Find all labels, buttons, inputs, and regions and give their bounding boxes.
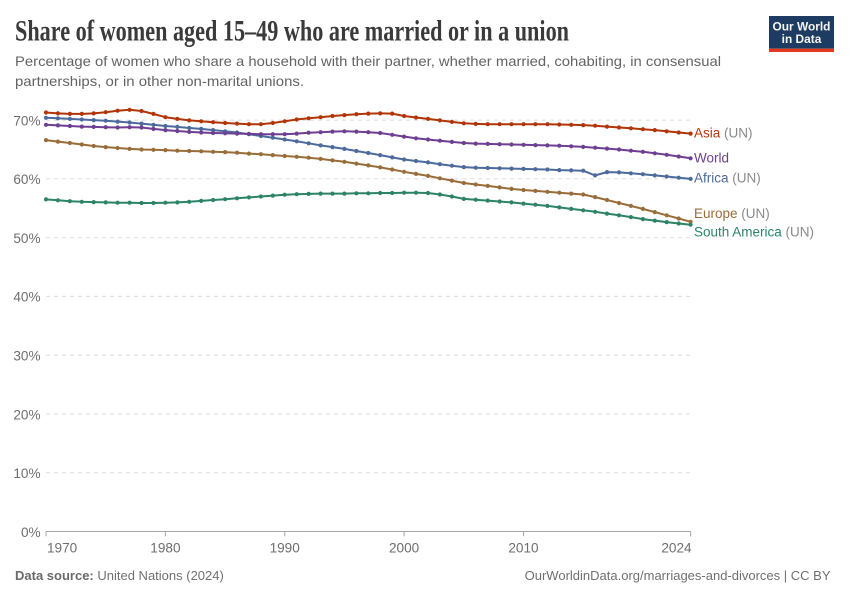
svg-text:World: World (694, 150, 729, 165)
svg-text:40%: 40% (13, 290, 40, 305)
svg-text:Percentage of women who share: Percentage of women who share a househol… (15, 53, 721, 69)
svg-text:Share of women aged 15–49 who: Share of women aged 15–49 who are marrie… (15, 16, 569, 48)
svg-text:South America (UN): South America (UN) (694, 225, 814, 240)
svg-text:partnerships, or in other non-: partnerships, or in other non-marital un… (15, 73, 304, 89)
svg-text:20%: 20% (13, 407, 40, 422)
svg-text:OurWorldinData.org/marriages-a: OurWorldinData.org/marriages-and-divorce… (525, 568, 831, 583)
svg-text:Our World: Our World (773, 19, 831, 33)
svg-text:2024: 2024 (661, 541, 692, 556)
svg-text:Europe (UN): Europe (UN) (694, 206, 770, 221)
svg-text:70%: 70% (13, 113, 40, 128)
svg-text:Asia (UN): Asia (UN) (694, 126, 753, 141)
svg-text:30%: 30% (13, 349, 40, 364)
svg-text:1980: 1980 (150, 541, 181, 556)
svg-text:2010: 2010 (508, 541, 539, 556)
svg-text:0%: 0% (21, 525, 41, 540)
svg-text:2000: 2000 (389, 541, 420, 556)
svg-text:Africa (UN): Africa (UN) (694, 171, 761, 186)
svg-text:50%: 50% (13, 231, 40, 246)
svg-text:in Data: in Data (782, 32, 822, 46)
svg-text:60%: 60% (13, 172, 40, 187)
svg-text:1970: 1970 (47, 541, 78, 556)
svg-text:Data source: United Nations (2: Data source: United Nations (2024) (15, 568, 224, 583)
svg-text:10%: 10% (13, 466, 40, 481)
svg-text:1990: 1990 (270, 541, 301, 556)
